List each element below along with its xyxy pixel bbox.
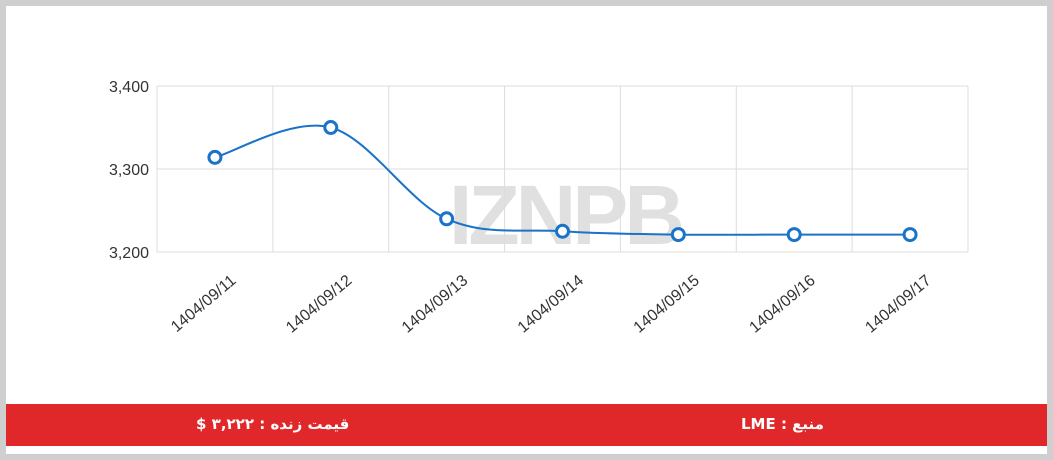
footer: قیمت زنده : ۳,۲۲۲ $ منبع : LME — [6, 404, 1047, 446]
x-tick-label: 1404/09/13 — [399, 272, 471, 337]
point — [670, 227, 686, 243]
point — [786, 227, 802, 243]
x-tick-label: 1404/09/11 — [168, 272, 239, 336]
point — [555, 223, 570, 239]
source: منبع : LME — [741, 415, 824, 433]
point — [439, 211, 455, 227]
x-tick-label: 1404/09/15 — [631, 272, 703, 337]
x-tick-label: 1404/09/17 — [862, 272, 934, 337]
point — [902, 227, 918, 243]
point — [323, 120, 339, 135]
y-tick-label: 3,400 — [109, 79, 149, 96]
watermark: IZNPB — [449, 168, 681, 262]
y-tick-label: 3,300 — [109, 162, 149, 179]
point — [207, 149, 223, 165]
y-tick-label: 3,200 — [109, 245, 149, 262]
x-tick-label: 1404/09/16 — [747, 272, 819, 337]
x-tick-label: 1404/09/12 — [283, 272, 355, 337]
x-tick-label: 1404/09/14 — [515, 272, 587, 337]
live-price: قیمت زنده : ۳,۲۲۲ $ — [196, 415, 350, 433]
chart: IZNPB 3,200 3,300 3,400 1404/09/11 1404/09/1… — [109, 79, 969, 337]
